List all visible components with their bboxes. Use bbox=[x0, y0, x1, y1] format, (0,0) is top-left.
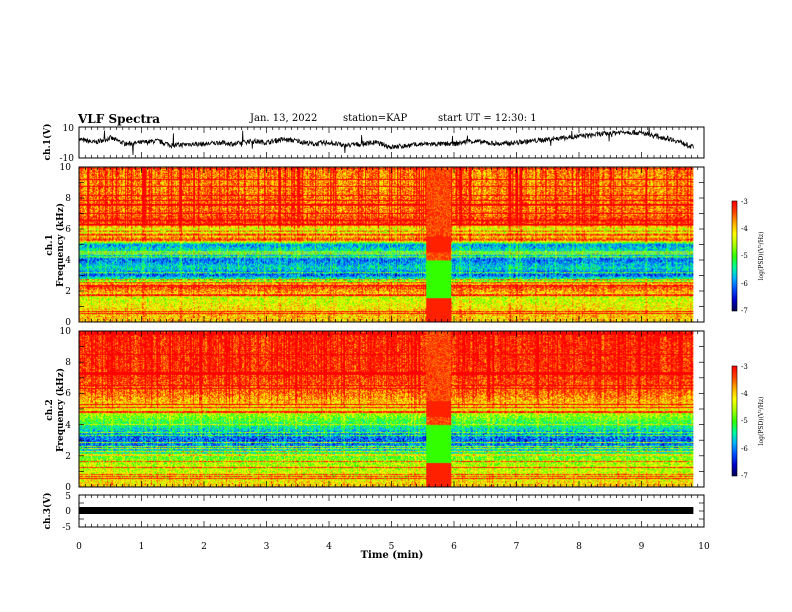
ch1-ytick-4: 4 bbox=[65, 256, 71, 266]
start-time-label: start UT = 12:30: 1 bbox=[438, 113, 537, 124]
x-tick-labels: 0 1 2 3 4 5 6 7 8 9 10 bbox=[76, 542, 710, 552]
ch2-cb-tick-m3: -3 bbox=[741, 363, 748, 371]
ch2-spec-ylabel: ch.2Frequency (kHz) bbox=[45, 368, 66, 452]
ch1-spectrogram-image bbox=[79, 167, 694, 322]
ch2-ytick-6: 6 bbox=[65, 389, 71, 399]
ch1-spec-ytick-labels: 0 2 4 6 8 10 bbox=[60, 163, 72, 328]
ch1-colorbar bbox=[731, 200, 738, 312]
x-tick-label: 10 bbox=[698, 542, 710, 552]
plot-title: VLF Spectra bbox=[78, 112, 161, 126]
ch1-cb-tick-m6: -6 bbox=[741, 280, 748, 288]
ch1-ytick-0: 0 bbox=[65, 318, 71, 328]
ch2-cb-tick-m7: -7 bbox=[741, 472, 748, 480]
ch1-spec-ylabel: ch.1Frequency (kHz) bbox=[45, 203, 66, 287]
ch1-ytick-bottom: -10 bbox=[60, 154, 75, 164]
ch1-ytick-6: 6 bbox=[65, 225, 71, 235]
date-label: Jan. 13, 2022 bbox=[250, 113, 318, 124]
ch3-ylabel: ch.3(V) bbox=[42, 493, 53, 530]
ch2-ytick-10: 10 bbox=[60, 327, 72, 337]
ch2-spectrogram-panel: 0 2 4 6 8 10 ch.2Frequency (kHz) -3 -4 -… bbox=[45, 327, 765, 493]
ch3-ticks bbox=[78, 494, 705, 528]
ch2-ytick-0: 0 bbox=[65, 483, 71, 493]
x-tick-label: 0 bbox=[76, 542, 82, 552]
x-tick-label: 7 bbox=[514, 542, 520, 552]
ch1-spec-ticks bbox=[78, 166, 705, 323]
ylabel-line: Frequency (kHz) bbox=[55, 368, 66, 452]
ch2-ytick-2: 2 bbox=[65, 452, 71, 462]
ch1-trace-line bbox=[79, 127, 694, 156]
ch2-colorbar-label: log(PSD)(V²/Hz) bbox=[758, 397, 765, 446]
ch1-ytick-10: 10 bbox=[60, 163, 72, 173]
ch1-cb-tick-m5: -5 bbox=[741, 252, 748, 260]
x-tick-label: 4 bbox=[326, 542, 332, 552]
ch2-spectrogram-image bbox=[79, 331, 694, 487]
x-tick-label: 2 bbox=[201, 542, 207, 552]
ylabel-line: ch.2 bbox=[45, 399, 55, 420]
ch2-spec-ytick-labels: 0 2 4 6 8 10 bbox=[60, 327, 72, 493]
ch1-cb-tick-m3: -3 bbox=[741, 198, 748, 206]
ch2-spec-ticks bbox=[78, 330, 705, 488]
ch1-ytick-8: 8 bbox=[65, 194, 71, 204]
ylabel-line: ch.1 bbox=[45, 234, 55, 255]
ch1-cb-tick-m4: -4 bbox=[741, 225, 748, 233]
station-label: station=KAP bbox=[343, 113, 408, 124]
ch2-cb-tick-m4: -4 bbox=[741, 390, 748, 398]
ch3-ytick-m5: -5 bbox=[62, 523, 71, 533]
ch1-ytick-2: 2 bbox=[65, 287, 71, 297]
x-tick-label: 8 bbox=[576, 542, 582, 552]
ch1-waveform-panel: ch.1(V) 10 -10 bbox=[42, 124, 705, 164]
ch1-ytick-top: 10 bbox=[63, 124, 75, 134]
ch2-ytick-4: 4 bbox=[65, 421, 71, 431]
ch3-trace-band bbox=[79, 507, 694, 514]
ch1-trace bbox=[79, 127, 694, 156]
ylabel-line: Frequency (kHz) bbox=[55, 203, 66, 287]
ch2-cb-tick-m6: -6 bbox=[741, 445, 748, 453]
ch3-ytick-0: 0 bbox=[65, 507, 71, 517]
x-axis-label: Time (min) bbox=[361, 550, 424, 561]
ch1-xticks bbox=[78, 127, 705, 158]
ch1-colorbar-label: log(PSD)(V²/Hz) bbox=[758, 232, 765, 281]
ch3-ytick-5: 5 bbox=[65, 492, 71, 502]
x-tick-label: 9 bbox=[639, 542, 645, 552]
x-tick-label: 3 bbox=[264, 542, 270, 552]
ch1-cb-tick-m7: -7 bbox=[741, 307, 748, 315]
ch1-ylabel: ch.1(V) bbox=[42, 124, 53, 161]
x-tick-label: 5 bbox=[389, 542, 395, 552]
x-tick-label: 6 bbox=[451, 542, 457, 552]
ch1-spectrogram-panel: 0 2 4 6 8 10 ch.1Frequency (kHz) -3 -4 -… bbox=[45, 163, 765, 328]
ch2-colorbar bbox=[731, 365, 738, 477]
x-tick-label: 1 bbox=[139, 542, 145, 552]
ch3-panel: 5 0 -5 ch.3(V) bbox=[42, 492, 705, 533]
ch2-ytick-8: 8 bbox=[65, 358, 71, 368]
ch2-cb-tick-m5: -5 bbox=[741, 417, 748, 425]
